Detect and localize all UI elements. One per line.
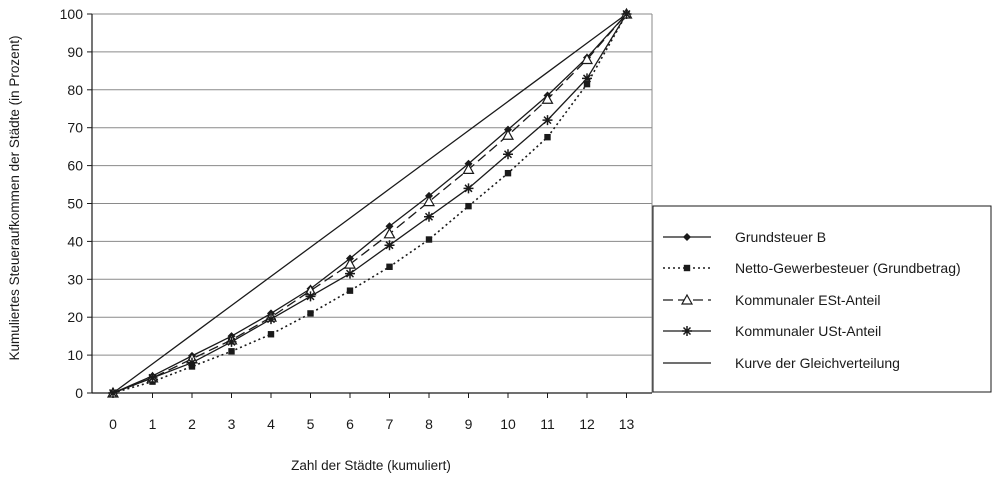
data-point: [544, 133, 551, 141]
legend-label: Grundsteuer B: [735, 229, 826, 245]
data-point: [386, 263, 393, 270]
series-lines: [112, 13, 628, 394]
data-point: [345, 268, 355, 279]
series-line-2: [112, 13, 628, 394]
data-point: [582, 73, 592, 84]
legend-label: Kommunaler USt-Anteil: [735, 323, 881, 339]
data-point: [463, 183, 474, 194]
gridlines: [92, 51, 652, 356]
y-tick-label: 10: [67, 347, 83, 363]
x-tick-label: 8: [425, 416, 433, 432]
x-tick-label: 12: [579, 416, 595, 432]
series-line-4: [112, 13, 628, 394]
data-point: [307, 310, 314, 317]
data-point: [385, 222, 394, 231]
series-line-5: [112, 13, 627, 394]
data-point: [343, 257, 357, 269]
legend-label: Kurve der Gleichverteilung: [735, 355, 900, 371]
legend-marker: [682, 326, 692, 336]
y-tick-label: 60: [67, 158, 83, 174]
series-line-3: [112, 13, 627, 394]
legend-label: Kommunaler ESt-Anteil: [735, 292, 881, 308]
data-point: [187, 357, 197, 368]
data-point: [583, 80, 591, 88]
x-tick-label: 10: [500, 416, 516, 432]
data-point: [542, 115, 553, 126]
legend-label: Netto-Gewerbesteuer (Grundbetrag): [735, 260, 961, 276]
y-axis-title: Kumuliertes Steueraufkommen der Städte (…: [7, 36, 22, 361]
x-tick-label: 13: [619, 416, 635, 432]
y-tick-label: 70: [67, 120, 83, 136]
y-axis: 0 10 20 30 40 50 60 70 80 90 100: [60, 6, 92, 401]
data-point: [425, 236, 433, 243]
y-tick-label: 40: [67, 233, 83, 249]
data-point: [541, 93, 554, 104]
data-point: [465, 202, 472, 210]
legend-marker: [680, 293, 694, 305]
data-point: [383, 227, 396, 239]
data-point: [621, 9, 632, 19]
data-point: [580, 53, 594, 65]
x-tick-label: 2: [188, 416, 196, 432]
data-point: [228, 348, 235, 355]
x-tick-label: 3: [228, 416, 236, 432]
y-tick-label: 20: [67, 309, 83, 325]
x-axis: 0 1 2 3 4 5 6 7 8 9 10 11 12 13: [109, 393, 634, 432]
y-tick-label: 80: [67, 82, 83, 98]
x-tick-label: 6: [346, 416, 354, 432]
data-point: [305, 291, 316, 302]
data-point: [346, 287, 354, 294]
legend-marker: [683, 233, 691, 241]
y-tick-label: 50: [67, 196, 83, 212]
x-tick-label: 1: [149, 416, 157, 432]
legend: Grundsteuer B Netto-Gewerbesteuer (Grundb…: [652, 205, 992, 393]
data-point: [147, 372, 158, 383]
data-point: [422, 195, 436, 207]
legend-marker: [683, 264, 691, 272]
data-point: [384, 240, 395, 251]
data-point: [266, 314, 276, 325]
y-tick-label: 100: [60, 6, 84, 22]
data-point: [267, 331, 275, 338]
series-markers: [106, 7, 633, 398]
y-tick-label: 0: [75, 385, 83, 401]
data-point: [424, 211, 434, 222]
x-tick-label: 0: [109, 416, 117, 432]
y-tick-label: 30: [67, 271, 83, 287]
y-tick-label: 90: [67, 44, 83, 60]
x-tick-label: 5: [307, 416, 315, 432]
data-point: [501, 129, 515, 140]
series-line-1: [112, 13, 627, 394]
x-tick-label: 4: [267, 416, 275, 432]
x-tick-label: 9: [465, 416, 473, 432]
data-point: [462, 163, 475, 174]
x-tick-label: 7: [386, 416, 394, 432]
data-point: [504, 169, 512, 177]
x-tick-label: 11: [540, 416, 555, 432]
x-axis-title: Zahl der Städte (kumuliert): [291, 458, 451, 473]
data-point: [108, 388, 118, 398]
data-point: [226, 336, 237, 347]
data-point: [503, 149, 513, 160]
